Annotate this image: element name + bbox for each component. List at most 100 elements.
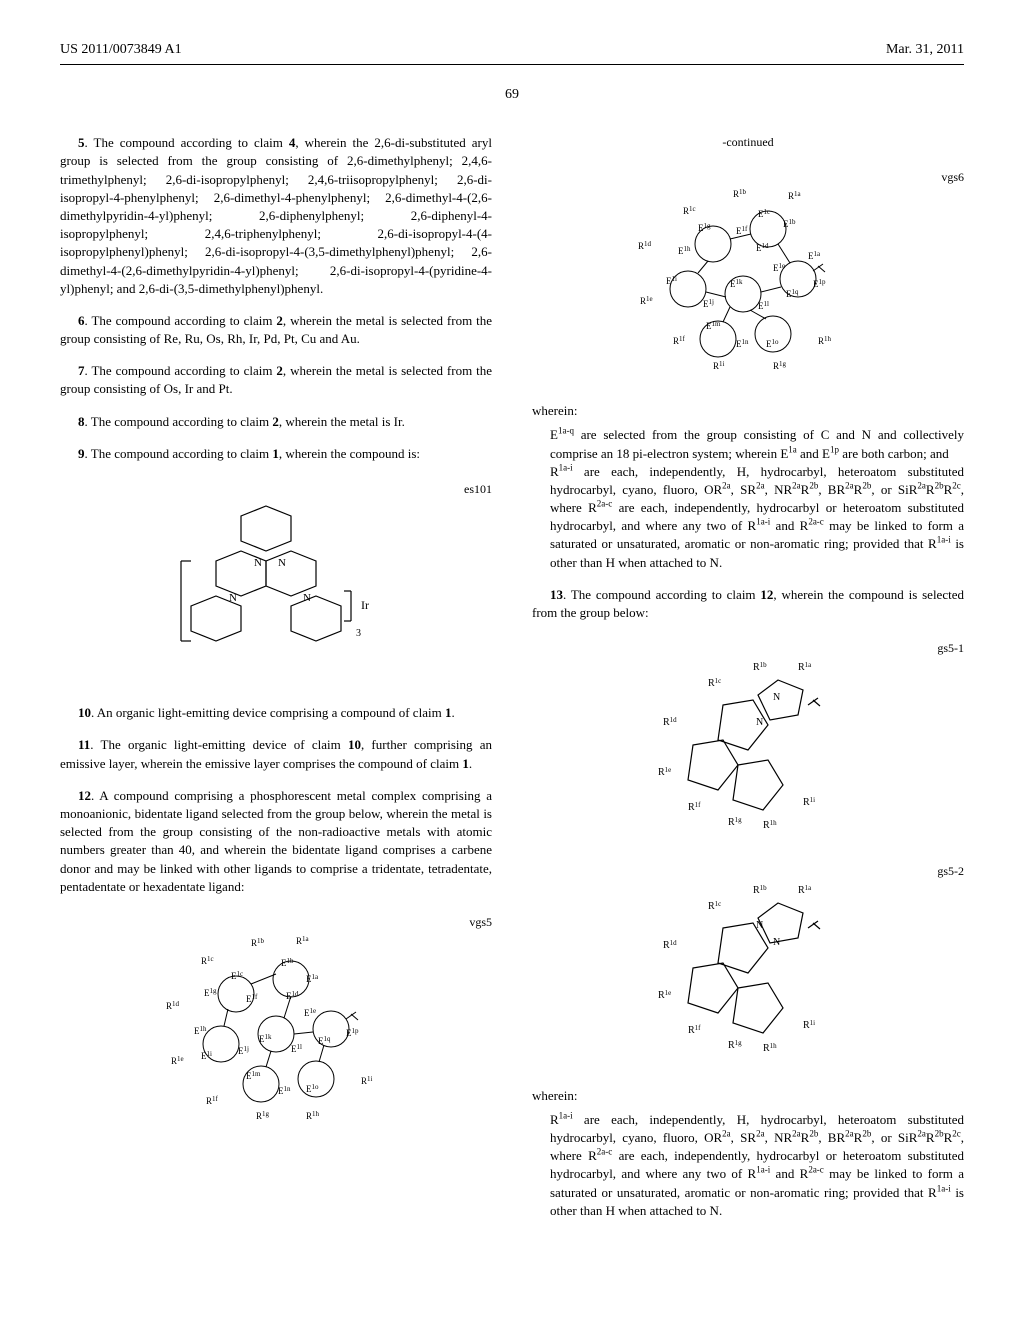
svg-text:E1c: E1c <box>758 208 770 219</box>
wherein-label: wherein: <box>532 402 964 420</box>
svg-text:N: N <box>773 937 780 948</box>
svg-text:N: N <box>773 692 780 703</box>
figure-label: es101 <box>464 481 492 498</box>
continued-label: -continued <box>532 134 964 151</box>
svg-text:R1f: R1f <box>688 1024 701 1036</box>
chem-structure-icon: R1a R1b R1c R1d R1e R1f R1g R1h R1i E1c … <box>146 924 406 1124</box>
svg-text:E1n: E1n <box>278 1085 291 1096</box>
svg-text:R1a: R1a <box>798 884 812 896</box>
svg-text:Ir: Ir <box>361 598 369 612</box>
svg-text:R1c: R1c <box>708 900 721 912</box>
svg-text:E1a: E1a <box>808 250 821 261</box>
structure-gs5-1: gs5-1 N N R1a R1b R1c R1d R1e <box>532 640 964 845</box>
svg-text:E1g: E1g <box>204 987 217 998</box>
svg-text:E1b: E1b <box>783 218 796 229</box>
svg-text:R1d: R1d <box>663 716 677 728</box>
svg-text:R1d: R1d <box>166 1000 180 1011</box>
publication-number: US 2011/0073849 A1 <box>60 40 182 60</box>
claim-9: 9. The compound according to claim 1, wh… <box>60 445 492 463</box>
two-column-layout: 5. The compound according to claim 4, wh… <box>60 134 964 1220</box>
svg-text:E1a: E1a <box>306 973 319 984</box>
wherein-label-2: wherein: <box>532 1087 964 1105</box>
svg-text:R1h: R1h <box>763 819 777 830</box>
figure-label: gs5-1 <box>937 640 964 657</box>
svg-text:R1g: R1g <box>256 1110 270 1121</box>
structure-es101: es101 N N N N <box>60 481 492 686</box>
svg-text:R1i: R1i <box>713 360 725 369</box>
svg-text:E1e: E1e <box>773 262 785 273</box>
chem-structure-icon: N N R1a R1b R1c R1d R1e R1f R1g R1h R1i <box>638 650 858 830</box>
svg-text:R1g: R1g <box>728 816 742 828</box>
svg-text:E1i: E1i <box>201 1050 212 1061</box>
svg-text:R1d: R1d <box>663 939 677 951</box>
svg-text:E1p: E1p <box>813 278 826 289</box>
svg-text:N: N <box>254 557 262 569</box>
claim-10: 10. An organic light-emitting device com… <box>60 704 492 722</box>
svg-text:R1f: R1f <box>688 801 701 813</box>
claim-6: 6. The compound according to claim 2, wh… <box>60 312 492 348</box>
svg-text:R1f: R1f <box>206 1095 219 1106</box>
svg-text:N: N <box>756 920 763 931</box>
svg-text:E1j: E1j <box>238 1045 249 1056</box>
svg-text:R1i: R1i <box>803 1019 815 1031</box>
svg-text:R1c: R1c <box>201 955 214 966</box>
svg-text:R1g: R1g <box>728 1039 742 1051</box>
svg-text:R1h: R1h <box>763 1042 777 1053</box>
svg-text:R1b: R1b <box>753 884 767 896</box>
svg-text:N: N <box>229 592 237 604</box>
svg-text:E1m: E1m <box>246 1070 261 1081</box>
wherein2-r-clause: R1a-i are each, independently, H, hydroc… <box>550 1111 964 1220</box>
svg-text:R1a: R1a <box>798 661 812 673</box>
svg-text:E1d: E1d <box>756 242 769 253</box>
structure-vgs6: vgs6 <box>532 169 964 384</box>
chem-structure-icon: N N R1a R1b R1c R1d R1e R1f R1g R1h R1i <box>638 873 858 1053</box>
svg-text:E1n: E1n <box>736 338 749 349</box>
svg-text:E1c: E1c <box>231 970 243 981</box>
svg-text:3: 3 <box>356 628 361 639</box>
svg-text:E1f: E1f <box>736 225 748 236</box>
svg-text:R1f: R1f <box>673 335 686 346</box>
right-column: -continued vgs6 <box>532 134 964 1220</box>
wherein-r-clause: R1a-i are each, independently, H, hydroc… <box>550 463 964 572</box>
claim-5: 5. The compound according to claim 4, wh… <box>60 134 492 298</box>
figure-label: vgs6 <box>941 169 964 186</box>
svg-text:R1b: R1b <box>753 661 767 673</box>
svg-text:R1e: R1e <box>640 295 653 306</box>
chem-structure-icon: N N N N Ir 3 <box>166 491 386 671</box>
svg-text:R1b: R1b <box>251 937 265 948</box>
claim-number: 13 <box>550 587 563 602</box>
claim-8: 8. The compound according to claim 2, wh… <box>60 413 492 431</box>
publication-date: Mar. 31, 2011 <box>886 40 964 60</box>
svg-text:R1g: R1g <box>773 360 787 369</box>
structure-gs5-2: gs5-2 N N R1a R1b R1c R1d R1e <box>532 863 964 1068</box>
claim-12: 12. A compound comprising a phosphoresce… <box>60 787 492 896</box>
svg-text:R1i: R1i <box>803 796 815 808</box>
claim-7: 7. The compound according to claim 2, wh… <box>60 362 492 398</box>
svg-text:E1o: E1o <box>766 338 779 349</box>
svg-text:E1i: E1i <box>666 275 677 286</box>
wherein-e-clause: E1a-q are selected from the group consis… <box>550 426 964 462</box>
svg-text:R1a: R1a <box>296 935 310 946</box>
svg-text:E1q: E1q <box>318 1035 331 1046</box>
svg-text:E1h: E1h <box>194 1025 207 1036</box>
page-number: 69 <box>60 85 964 105</box>
structure-vgs5: vgs5 <box>60 914 492 1139</box>
left-column: 5. The compound according to claim 4, wh… <box>60 134 492 1220</box>
svg-text:R1d: R1d <box>638 240 652 251</box>
svg-text:E1k: E1k <box>730 278 743 289</box>
claim-number: 11 <box>78 737 90 752</box>
svg-text:N: N <box>756 717 763 728</box>
svg-text:E1j: E1j <box>703 298 714 309</box>
claim-number: 12 <box>78 788 91 803</box>
svg-text:R1e: R1e <box>658 989 671 1001</box>
svg-text:R1h: R1h <box>306 1110 320 1121</box>
svg-text:R1e: R1e <box>171 1055 184 1066</box>
svg-text:E1k: E1k <box>259 1033 272 1044</box>
svg-text:E1l: E1l <box>291 1043 302 1054</box>
svg-text:R1a: R1a <box>788 190 802 201</box>
svg-text:E1b: E1b <box>281 957 294 968</box>
svg-text:E1h: E1h <box>678 245 691 256</box>
svg-text:E1o: E1o <box>306 1083 319 1094</box>
svg-text:E1g: E1g <box>698 222 711 233</box>
figure-label: vgs5 <box>469 914 492 931</box>
